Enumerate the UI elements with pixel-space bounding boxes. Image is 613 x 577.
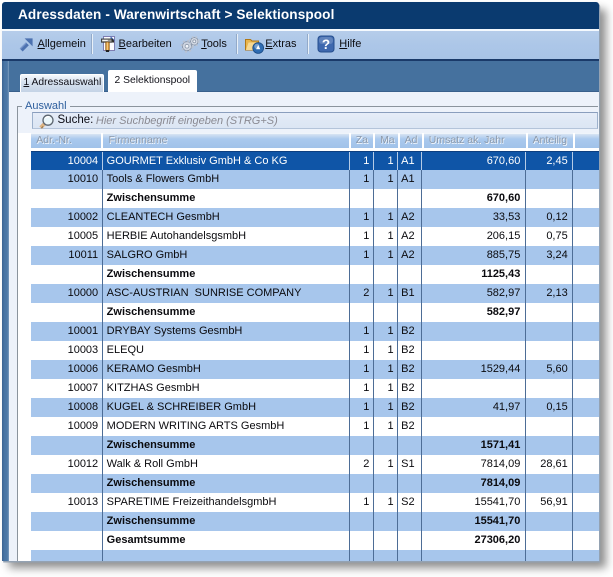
svg-text:?: ? bbox=[321, 37, 329, 52]
